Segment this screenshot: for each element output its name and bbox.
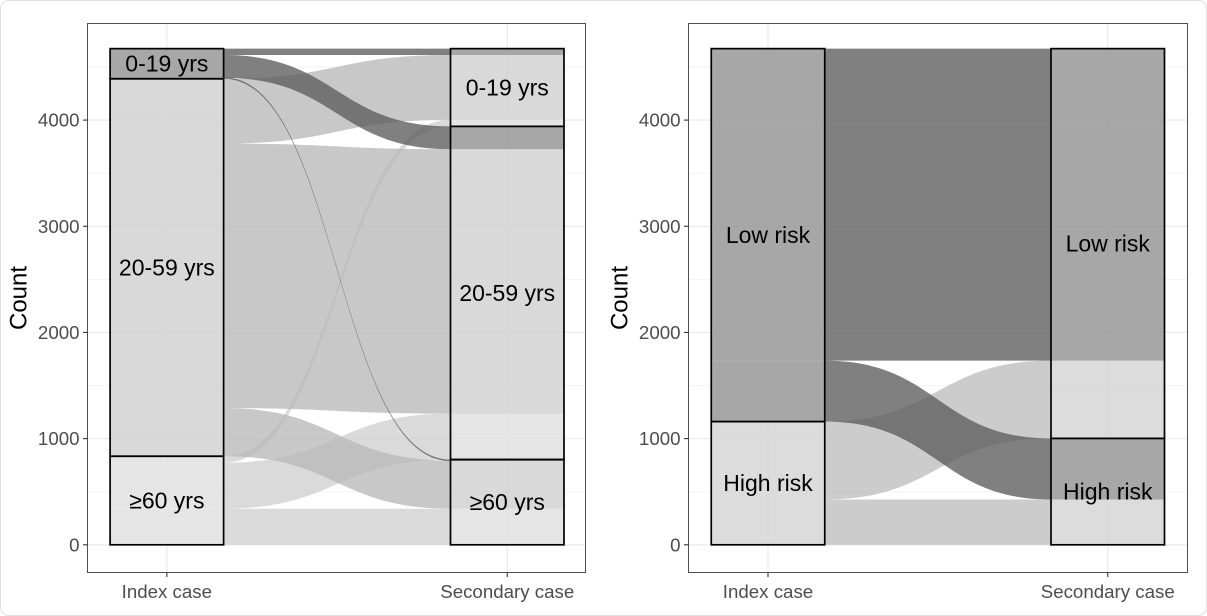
svg-text:2000: 2000 [639, 322, 681, 343]
svg-text:High risk: High risk [723, 470, 813, 496]
svg-text:Secondary case: Secondary case [1041, 581, 1175, 602]
svg-text:20-59 yrs: 20-59 yrs [119, 255, 215, 281]
svg-text:2000: 2000 [38, 322, 80, 343]
svg-text:0-19 yrs: 0-19 yrs [466, 75, 549, 101]
svg-text:Index case: Index case [723, 581, 813, 602]
svg-text:High risk: High risk [1063, 479, 1153, 505]
svg-text:Count: Count [607, 266, 634, 330]
svg-text:4000: 4000 [38, 110, 80, 131]
svg-text:1000: 1000 [38, 428, 80, 449]
svg-text:3000: 3000 [38, 216, 80, 237]
svg-text:3000: 3000 [639, 216, 681, 237]
svg-text:≥60 yrs: ≥60 yrs [470, 489, 545, 515]
svg-text:0: 0 [69, 534, 79, 555]
svg-text:Index case: Index case [122, 581, 212, 602]
svg-text:≥60 yrs: ≥60 yrs [129, 488, 204, 514]
svg-text:4000: 4000 [639, 110, 681, 131]
svg-text:1000: 1000 [639, 428, 681, 449]
svg-text:0: 0 [670, 534, 680, 555]
svg-text:Count: Count [6, 266, 33, 330]
svg-text:20-59 yrs: 20-59 yrs [459, 280, 555, 306]
svg-text:Low risk: Low risk [1066, 231, 1151, 257]
svg-text:Low risk: Low risk [726, 222, 811, 248]
svg-text:0-19 yrs: 0-19 yrs [125, 51, 208, 77]
svg-text:Secondary case: Secondary case [440, 581, 574, 602]
